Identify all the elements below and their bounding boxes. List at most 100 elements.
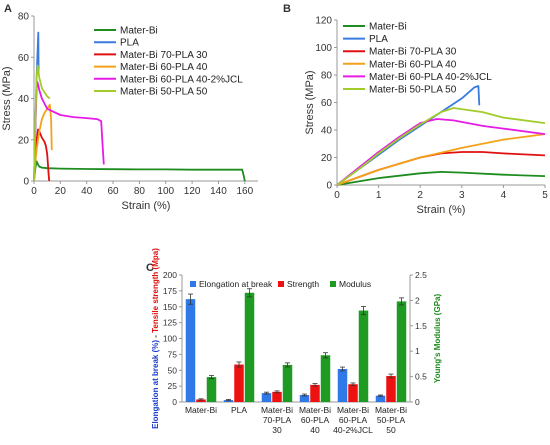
legend-label: Mater-Bi 60-PLA 40 xyxy=(369,59,457,70)
y-tick-label: 20 xyxy=(18,135,30,146)
category-label: 50-PLA xyxy=(377,415,406,425)
y-tick-label: 80 xyxy=(18,12,30,23)
y-axis-title: Stress (MPa) xyxy=(304,70,316,134)
bar xyxy=(320,355,331,402)
bar xyxy=(206,377,217,402)
y-axis-title-part: - xyxy=(151,333,160,340)
legend-swatch xyxy=(190,281,196,287)
x-tick-label: 0 xyxy=(334,190,340,201)
y-tick-label: 0 xyxy=(23,177,29,188)
y-tick-label: 80 xyxy=(321,71,333,82)
x-tick-label: 120 xyxy=(184,186,201,197)
x-tick-label: 5 xyxy=(542,190,548,201)
category-label: PLA xyxy=(231,405,247,415)
y-axis-title-part: Elongation at break (%) xyxy=(151,340,160,429)
series-line xyxy=(33,160,246,182)
y-tick-label: 125 xyxy=(163,318,177,328)
panel-label-c: C xyxy=(146,262,154,274)
bar xyxy=(272,391,282,402)
legend-label: Elongation at break xyxy=(199,279,273,289)
y-tick-label: 25 xyxy=(168,381,178,391)
x-tick-label: 100 xyxy=(157,186,174,197)
y-tick-label: 60 xyxy=(321,98,333,109)
legend-label: Mater-Bi 70-PLA 30 xyxy=(120,50,208,61)
x-tick-label: 160 xyxy=(236,186,253,197)
bar xyxy=(396,301,407,402)
panel-label-a: A xyxy=(4,3,12,15)
category-label: 50 xyxy=(386,425,396,435)
y-tick-label: 40 xyxy=(18,94,30,105)
x-tick-label: 1 xyxy=(376,190,382,201)
legend-label: Mater-Bi 60-PLA 40 xyxy=(120,62,208,73)
y-tick-label: 150 xyxy=(163,302,177,312)
bar xyxy=(299,395,310,402)
legend-swatch xyxy=(330,281,336,287)
bar xyxy=(375,395,386,402)
y2-axis-title: Young's Modulus (GPa) xyxy=(433,294,442,384)
bar xyxy=(386,375,396,402)
chart-c: 0 25 50 75 100 125 150 175 200 0 0.5 1 1.5 2 2.5 Elonga… xyxy=(151,248,442,435)
legend-swatch xyxy=(278,281,284,287)
y-axis-title: Elongation at break (%) - Tensile streng… xyxy=(151,248,160,429)
y2-tick-label: 2.5 xyxy=(415,270,427,280)
y-tick-label: 0 xyxy=(326,181,332,192)
x-axis-title: Strain (%) xyxy=(122,200,171,212)
category-label: 60-PLA xyxy=(339,415,368,425)
legend-label: PLA xyxy=(120,38,139,49)
y-tick-label: 200 xyxy=(163,270,177,280)
series-line xyxy=(33,128,51,182)
legend-label: Strength xyxy=(287,279,319,289)
y-axis-title-part: Tensile strength (Mpa) xyxy=(151,248,160,333)
y-axis-title: Stress (MPa) xyxy=(1,66,13,130)
x-tick-label: 80 xyxy=(134,186,146,197)
legend-label: Mater-Bi 70-PLA 30 xyxy=(369,47,457,58)
bar xyxy=(310,384,320,402)
x-tick-label: 60 xyxy=(107,186,119,197)
series-line xyxy=(336,170,546,186)
bar xyxy=(196,399,206,402)
category-label: Mater-Bi xyxy=(337,405,369,415)
x-tick-label: 2 xyxy=(417,190,423,201)
series-line xyxy=(33,64,51,182)
x-tick-label: 140 xyxy=(210,186,227,197)
y-tick-label: 0 xyxy=(172,397,177,407)
bar xyxy=(261,393,272,402)
category-label: 70-PLA xyxy=(263,415,292,425)
y-tick-label: 50 xyxy=(168,365,178,375)
legend-label: Modulus xyxy=(339,279,371,289)
y-tick-label: 60 xyxy=(18,53,30,64)
bar xyxy=(185,299,196,402)
x-axis-title: Strain (%) xyxy=(417,204,466,216)
y-tick-label: 100 xyxy=(163,334,177,344)
legend-label: Mater-Bi 50-PLA 50 xyxy=(369,85,457,96)
series-line xyxy=(33,81,105,182)
legend-label: Mater-Bi 60-PLA 40-2%JCL xyxy=(120,74,243,85)
panel-label-b: B xyxy=(283,3,291,15)
y2-tick-label: 0.5 xyxy=(415,372,427,382)
bar xyxy=(282,364,293,402)
y2-tick-label: 0 xyxy=(415,397,420,407)
category-label: Mater-Bi xyxy=(299,405,331,415)
bar xyxy=(358,310,369,402)
chart-a: 0 20 40 60 80 0 20 40 60 80 100 120 140 160 Strain (%)… xyxy=(1,12,258,212)
legend-label: Mater-Bi 60-PLA 40-2%JCL xyxy=(369,72,492,83)
bar xyxy=(337,368,348,402)
y-tick-label: 40 xyxy=(321,126,333,137)
y2-tick-label: 1 xyxy=(415,346,420,356)
y-tick-label: 175 xyxy=(163,286,177,296)
y2-tick-label: 2 xyxy=(415,295,420,305)
y-tick-label: 100 xyxy=(315,43,332,54)
legend-label: PLA xyxy=(369,34,388,45)
series-line xyxy=(336,133,546,186)
x-tick-label: 4 xyxy=(501,190,507,201)
category-label: Mater-Bi xyxy=(185,405,217,415)
x-tick-label: 3 xyxy=(459,190,465,201)
bar xyxy=(348,384,358,402)
category-label: 60-PLA xyxy=(301,415,330,425)
series-line xyxy=(336,118,546,186)
category-label: 40 xyxy=(310,425,320,435)
series-line xyxy=(336,107,546,186)
y-tick-label: 75 xyxy=(168,349,178,359)
bar xyxy=(244,292,255,402)
